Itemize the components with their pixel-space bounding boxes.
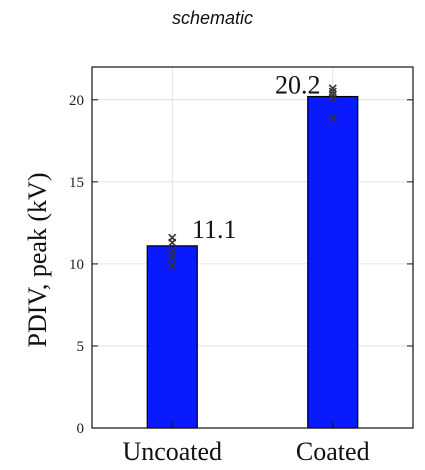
y-tick-label: 10	[69, 257, 84, 273]
data-labels: 11.1 20.2	[192, 71, 321, 244]
data-label: 20.2	[275, 71, 321, 100]
point-stroke	[328, 113, 337, 122]
y-axis: 0 5 10 15 20	[69, 93, 413, 437]
data-point	[168, 261, 177, 270]
bars	[146, 95, 359, 429]
data-point	[328, 94, 337, 103]
y-tick-label: 5	[77, 339, 85, 355]
bar	[146, 245, 198, 429]
bar	[307, 95, 359, 429]
x-axis: Uncoated Coated	[122, 422, 370, 466]
y-tick-label: 0	[77, 421, 85, 437]
point-stroke	[168, 246, 177, 255]
x-category-label: Coated	[296, 437, 370, 466]
point-stroke	[328, 94, 337, 103]
x-category-label: Uncoated	[122, 437, 222, 466]
individual-points	[168, 84, 337, 270]
point-stroke	[328, 84, 337, 93]
point-stroke	[328, 90, 337, 99]
y-axis-label: PDIV, peak (kV)	[23, 173, 52, 348]
data-point	[328, 84, 337, 93]
data-point	[328, 90, 337, 99]
data-label: 11.1	[192, 215, 237, 244]
y-tick-label: 15	[69, 175, 84, 191]
point-stroke	[168, 238, 177, 247]
grid	[92, 67, 413, 428]
y-tick-label: 20	[69, 93, 84, 109]
data-point	[328, 87, 337, 96]
data-point	[168, 238, 177, 247]
point-stroke	[328, 87, 337, 96]
data-point	[328, 113, 337, 122]
chart-caption: schematic	[171, 8, 254, 28]
point-stroke	[168, 253, 177, 262]
data-point	[168, 253, 177, 262]
point-stroke	[168, 261, 177, 270]
plot-frame	[91, 66, 414, 429]
data-point	[168, 246, 177, 255]
